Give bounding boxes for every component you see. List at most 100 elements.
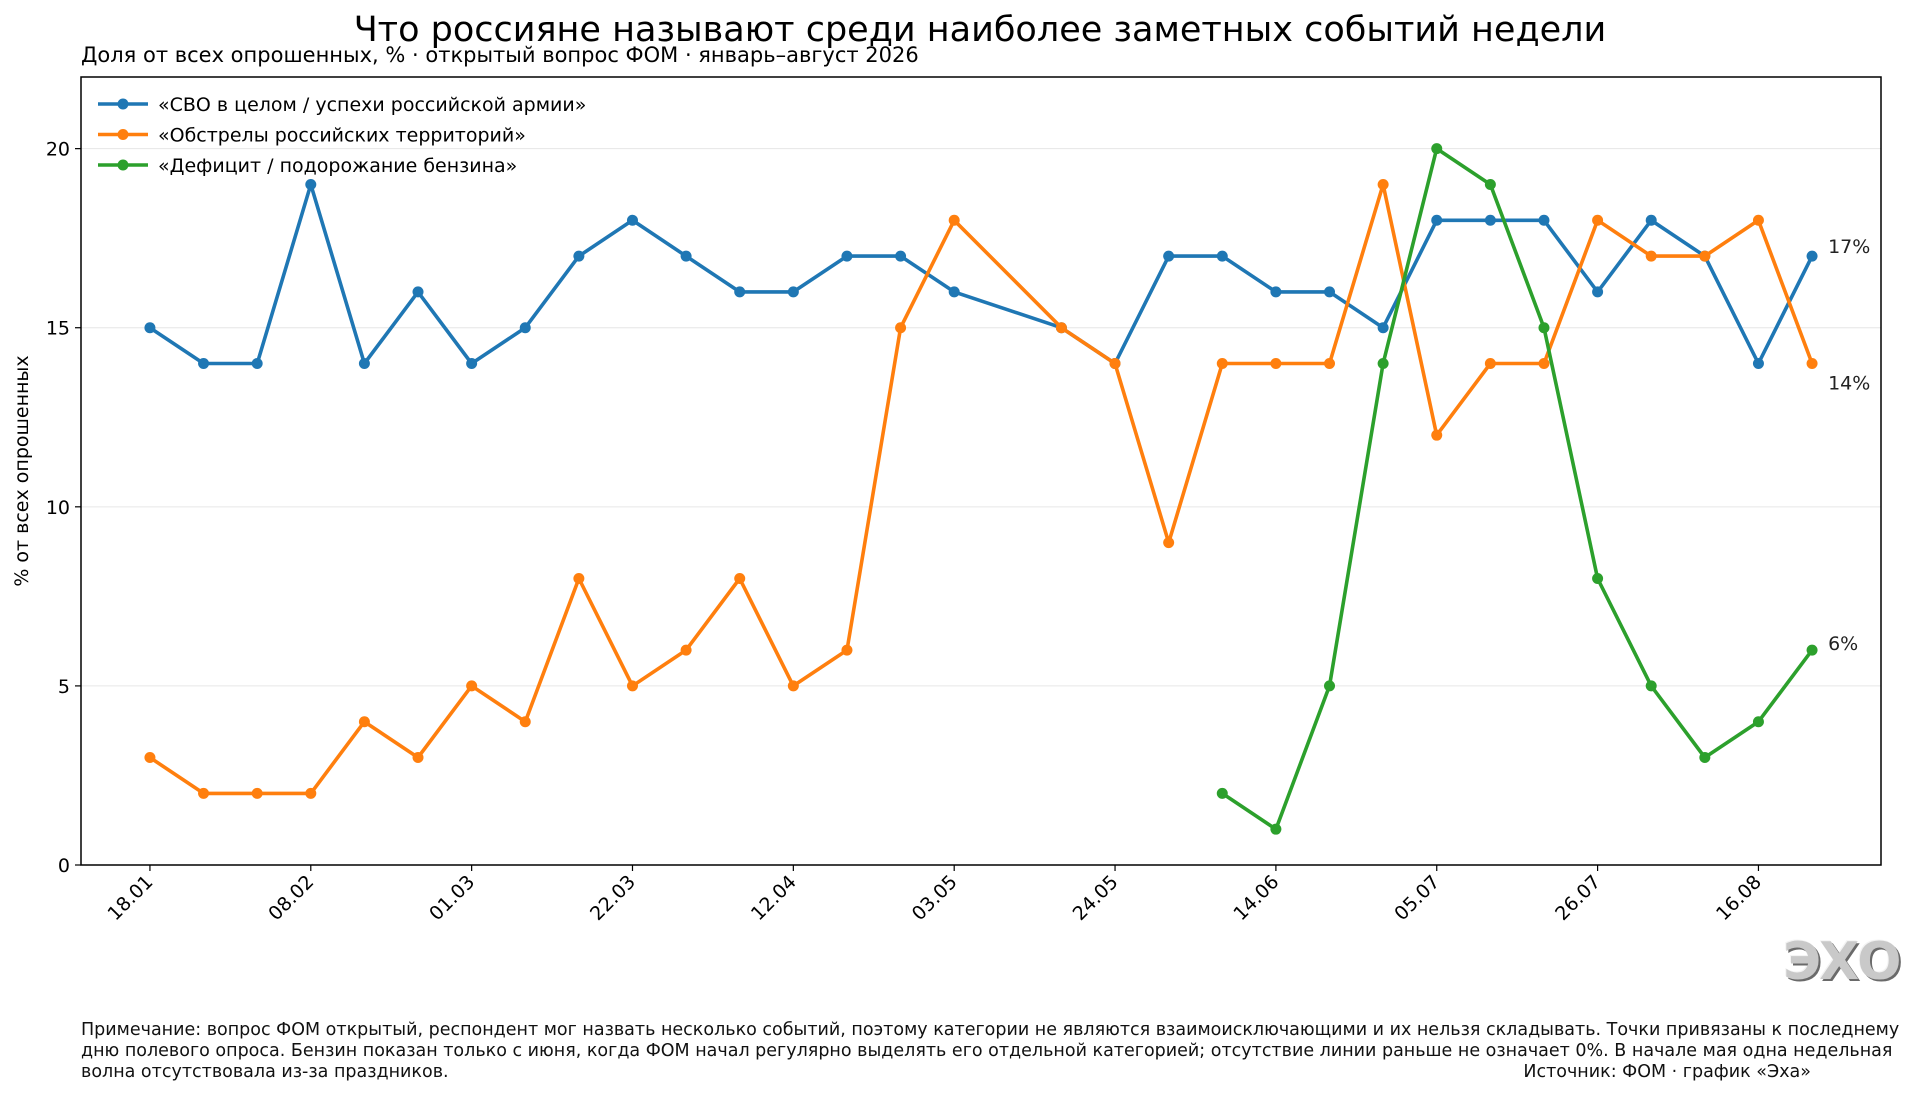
data-point — [466, 680, 478, 692]
data-point — [1806, 250, 1818, 262]
data-point — [1055, 322, 1067, 334]
plot-frame — [80, 76, 1882, 866]
y-tick-label: 10 — [46, 497, 70, 519]
data-point — [948, 214, 960, 226]
data-point — [626, 680, 638, 692]
legend-swatch-marker — [117, 159, 129, 171]
y-tick-label: 0 — [58, 855, 70, 877]
end-value-label: 17% — [1828, 236, 1870, 258]
data-point — [1752, 214, 1764, 226]
data-point — [251, 787, 263, 799]
legend-entry-label: «СВО в целом / успехи российской армии» — [158, 94, 586, 116]
data-point — [1699, 250, 1711, 262]
data-point — [1377, 322, 1389, 334]
data-point — [1324, 680, 1336, 692]
data-point — [1592, 286, 1604, 298]
x-tick-label: 26.07 — [1551, 871, 1605, 925]
data-point — [1752, 358, 1764, 370]
data-point — [734, 572, 746, 584]
x-tick-label: 24.05 — [1069, 871, 1123, 925]
end-value-label: 14% — [1828, 373, 1870, 395]
footnote: Примечание: вопрос ФОМ открытый, респонд… — [81, 1020, 1900, 1082]
data-point — [573, 572, 585, 584]
data-point — [358, 716, 370, 728]
data-point — [1538, 358, 1550, 370]
data-point — [1324, 286, 1336, 298]
data-point — [466, 358, 478, 370]
chart-title: Что россияне называют среди наиболее зам… — [353, 10, 1607, 50]
data-point — [1431, 143, 1443, 155]
data-point — [573, 250, 585, 262]
data-point — [519, 322, 531, 334]
data-point — [198, 358, 210, 370]
x-tick-label: 18.01 — [103, 871, 157, 925]
series-line-0 — [148, 182, 1814, 366]
data-point — [1806, 644, 1818, 656]
data-point — [1324, 358, 1336, 370]
logo: ЭХО — [1783, 932, 1901, 992]
data-point — [1216, 358, 1228, 370]
data-point — [1163, 537, 1175, 549]
y-tick-label: 5 — [58, 676, 70, 698]
y-tick-label: 15 — [46, 318, 70, 340]
data-point — [144, 322, 156, 334]
data-point — [1270, 286, 1282, 298]
legend-entry-label: «Обстрелы российских территорий» — [158, 125, 526, 147]
x-tick-label: 22.03 — [586, 871, 640, 925]
data-point — [841, 250, 853, 262]
data-point — [1377, 178, 1389, 190]
data-point — [305, 178, 317, 190]
data-point — [787, 286, 799, 298]
data-point — [1806, 358, 1818, 370]
end-value-label: 6% — [1828, 633, 1858, 655]
x-tick-label: 08.02 — [264, 871, 318, 925]
x-tick-label: 16.08 — [1712, 871, 1766, 925]
data-point — [1645, 214, 1657, 226]
legend: «СВО в целом / успехи российской армии» «… — [98, 94, 586, 177]
data-point — [1216, 787, 1228, 799]
data-point — [144, 752, 156, 764]
data-point — [734, 286, 746, 298]
data-point — [1270, 823, 1282, 835]
data-point — [412, 286, 424, 298]
data-point — [1270, 358, 1282, 370]
data-point — [519, 716, 531, 728]
data-point — [1484, 358, 1496, 370]
legend-swatch-marker — [117, 129, 129, 140]
x-tick-label: 01.03 — [425, 871, 479, 925]
data-point — [1431, 429, 1443, 441]
data-point — [1216, 250, 1228, 262]
data-point — [680, 250, 692, 262]
data-point — [626, 214, 638, 226]
data-point — [1592, 572, 1604, 584]
data-point — [1377, 358, 1389, 370]
data-point — [1538, 322, 1550, 334]
y-axis-label: % от всех опрошенных — [11, 355, 33, 586]
data-point — [895, 322, 907, 334]
data-point — [412, 752, 424, 764]
data-point — [680, 644, 692, 656]
x-tick-label: 14.06 — [1229, 871, 1283, 925]
data-point — [1484, 178, 1496, 190]
series-line-2 — [1220, 146, 1814, 831]
data-point — [251, 358, 263, 370]
legend-entry-label: «Дефицит / подорожание бензина» — [158, 155, 517, 177]
data-point — [1592, 214, 1604, 226]
data-point — [1484, 214, 1496, 226]
data-point — [787, 680, 799, 692]
data-point — [1163, 250, 1175, 262]
x-tick-label: 03.05 — [908, 871, 962, 925]
data-point — [358, 358, 370, 370]
data-point — [841, 644, 853, 656]
x-tick-label: 05.07 — [1390, 871, 1444, 925]
y-tick-label: 20 — [46, 139, 70, 161]
data-point — [1699, 752, 1711, 764]
data-point — [1538, 214, 1550, 226]
legend-swatch-marker — [117, 98, 129, 110]
data-point — [948, 286, 960, 298]
source-credit: Источник: ФОМ · график «Эха» — [1523, 1062, 1811, 1082]
data-point — [1752, 716, 1764, 728]
x-tick-label: 12.04 — [747, 871, 801, 925]
series-line-1 — [148, 182, 1814, 796]
